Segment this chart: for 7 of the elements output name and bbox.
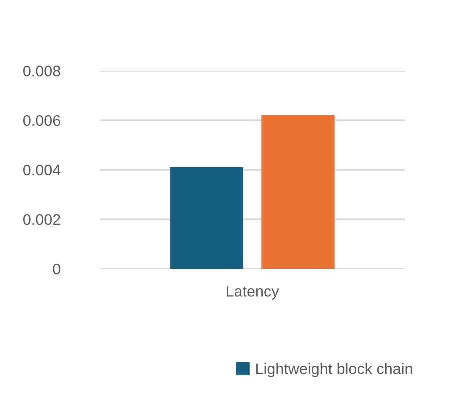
y-tick-label: 0.006 [23,115,60,126]
y-tick-label: 0.002 [23,214,60,226]
y-tick-label: 0.008 [23,66,60,77]
x-tick-label: Latency [227,286,280,300]
legend-label: Lightweight block chain [256,363,412,378]
y-tick-label: 0.004 [23,164,61,176]
y-tick-label: 0 [53,264,61,275]
